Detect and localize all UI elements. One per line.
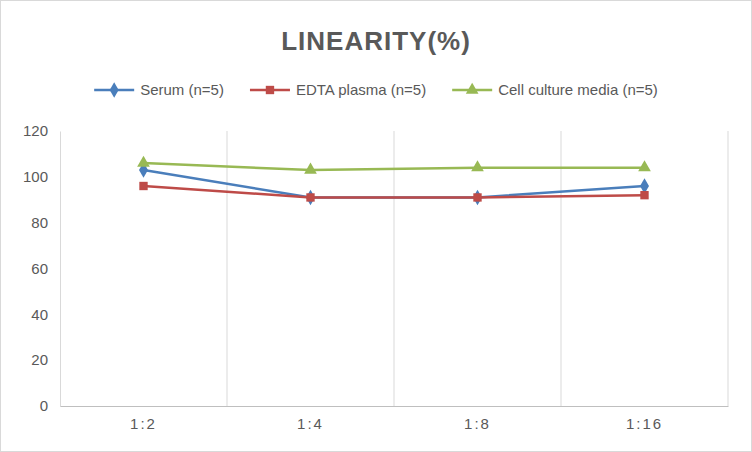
x-tick: 1:16 [626, 406, 663, 432]
series-marker [473, 193, 481, 201]
y-tick-label: 60 [31, 260, 48, 277]
chart: LINEARITY(%) 0 20 40 60 80 100 120 1:2 1:4 1:8 1:16… [0, 0, 752, 452]
x-tick-label: 1:2 [130, 415, 157, 432]
y-axis-line [60, 132, 61, 407]
y-tick: 20 [31, 351, 60, 368]
grid-line [728, 131, 729, 406]
y-tick: 120 [23, 122, 60, 139]
y-tick: 80 [31, 214, 60, 231]
series-line [144, 163, 645, 170]
series-line [144, 186, 645, 197]
y-tick: 60 [31, 260, 60, 277]
y-tick: 100 [23, 168, 60, 185]
y-axis: 0 20 40 60 80 100 120 [23, 122, 61, 414]
series-marker [306, 193, 314, 201]
x-tick-label: 1:4 [297, 415, 324, 432]
grid-line [561, 131, 562, 406]
y-tick-label: 120 [23, 122, 48, 139]
legend-item: Cell culture media (n=5) [452, 81, 658, 98]
grid-line [227, 131, 228, 406]
legend-item: Serum (n=5) [94, 81, 224, 98]
series-marker [139, 182, 147, 190]
chart-frame [1, 1, 752, 452]
legend-marker [466, 83, 479, 94]
legend-item: EDTA plasma (n=5) [250, 81, 426, 98]
series-marker [638, 160, 651, 171]
legend-label: EDTA plasma (n=5) [296, 81, 426, 98]
series-marker [306, 190, 315, 206]
y-tick-label: 80 [31, 214, 48, 231]
plot: 0 20 40 60 80 100 120 1:2 1:4 1:8 1:16 [23, 122, 729, 431]
series-group [137, 156, 651, 206]
x-tick: 1:8 [464, 406, 491, 432]
y-tick-label: 100 [23, 168, 48, 185]
x-tick-label: 1:16 [626, 415, 663, 432]
series-line [144, 170, 645, 198]
legend: Serum (n=5) EDTA plasma (n=5) Cell culture… [94, 81, 658, 98]
title: LINEARITY(%) [281, 26, 471, 56]
legend-marker [110, 82, 119, 98]
x-tick: 1:4 [297, 406, 324, 432]
x-axis: 1:2 1:4 1:8 1:16 [61, 406, 729, 432]
y-tick-label: 40 [31, 306, 48, 323]
y-tick-label: 0 [40, 397, 48, 414]
x-tick-label: 1:8 [464, 415, 491, 432]
y-tick-label: 20 [31, 351, 48, 368]
x-tick: 1:2 [130, 406, 157, 432]
series-marker [473, 190, 482, 206]
legend-label: Serum (n=5) [140, 81, 224, 98]
x-axis-line [61, 406, 729, 407]
series-marker [640, 191, 648, 199]
series-marker [304, 163, 317, 174]
series-marker [471, 160, 484, 171]
legend-marker [266, 86, 274, 94]
legend-label: Cell culture media (n=5) [498, 81, 658, 98]
series-marker [137, 156, 150, 167]
y-tick: 0 [40, 397, 60, 414]
grid-line [394, 131, 395, 406]
y-tick: 40 [31, 306, 60, 323]
